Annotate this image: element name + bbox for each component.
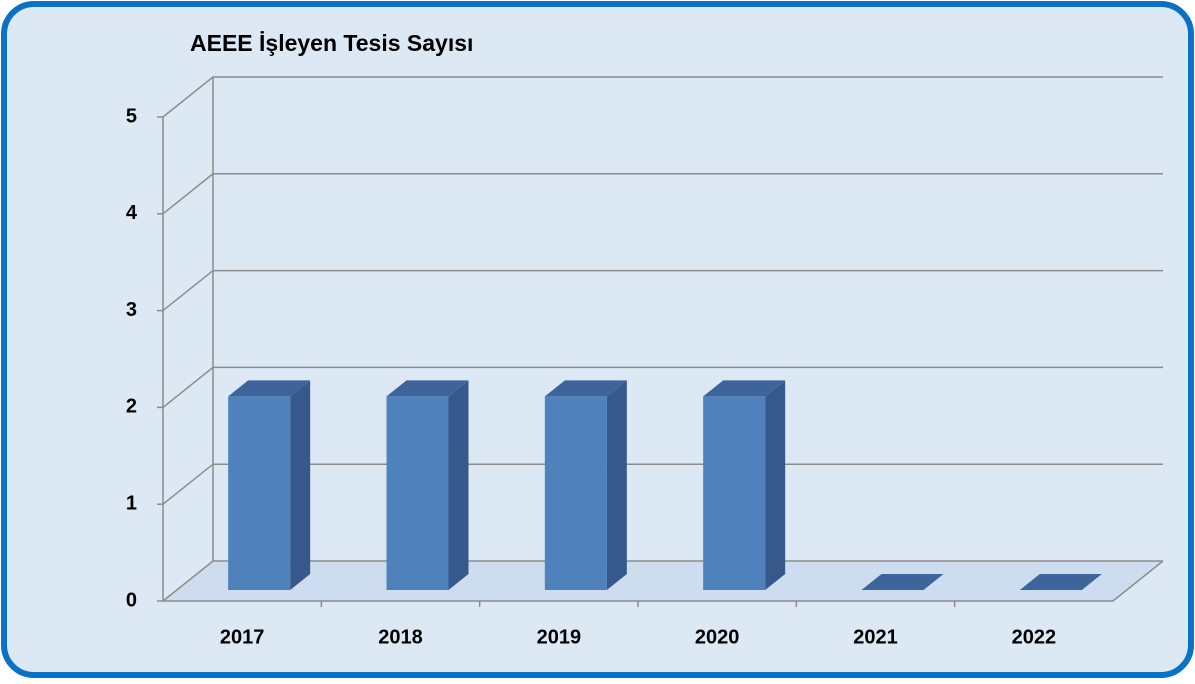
grid-line — [162, 366, 1163, 408]
x-tick-label: 2021 — [853, 626, 898, 648]
x-tick-label: 2018 — [378, 626, 423, 648]
y-tick-label: 0 — [126, 589, 137, 611]
bar-top — [544, 380, 627, 397]
bar-front — [386, 396, 449, 590]
bar-top — [861, 574, 944, 590]
bar-side — [448, 380, 469, 590]
y-tick-label: 3 — [126, 299, 137, 321]
bar — [1019, 574, 1102, 590]
bar — [861, 574, 944, 590]
floor — [163, 561, 1163, 601]
y-tick-label: 4 — [126, 202, 138, 224]
x-tick-label: 2019 — [537, 626, 582, 648]
x-tick-label: 2022 — [1012, 626, 1057, 648]
bar — [544, 380, 627, 590]
bars — [228, 380, 1102, 590]
bar-front — [703, 396, 766, 590]
bar-top — [1019, 574, 1102, 590]
bar — [703, 380, 786, 590]
bar-top — [703, 380, 786, 397]
y-tick-label: 2 — [126, 396, 137, 418]
bar — [386, 380, 469, 590]
grid-line — [162, 463, 1163, 505]
bar-side — [290, 380, 311, 590]
y-tick-label: 1 — [126, 492, 137, 514]
bar-front — [544, 396, 607, 590]
grid-line — [162, 173, 1163, 215]
x-tick-label: 2020 — [695, 626, 740, 648]
floor-edge — [1112, 560, 1164, 602]
y-tick-label: 5 — [126, 105, 137, 127]
bar-top — [386, 380, 469, 397]
grid — [162, 76, 1163, 602]
x-tick-label: 2017 — [220, 626, 265, 648]
chart-title: AEEE İşleyen Tesis Sayısı — [190, 30, 473, 56]
bar — [228, 380, 311, 590]
bar-top — [228, 380, 311, 397]
grid-line — [162, 76, 1163, 118]
grid-line — [162, 269, 1163, 312]
bar-side — [606, 380, 627, 590]
bar-front — [228, 396, 291, 590]
grid-line — [162, 560, 1163, 602]
bar-side — [765, 380, 786, 590]
